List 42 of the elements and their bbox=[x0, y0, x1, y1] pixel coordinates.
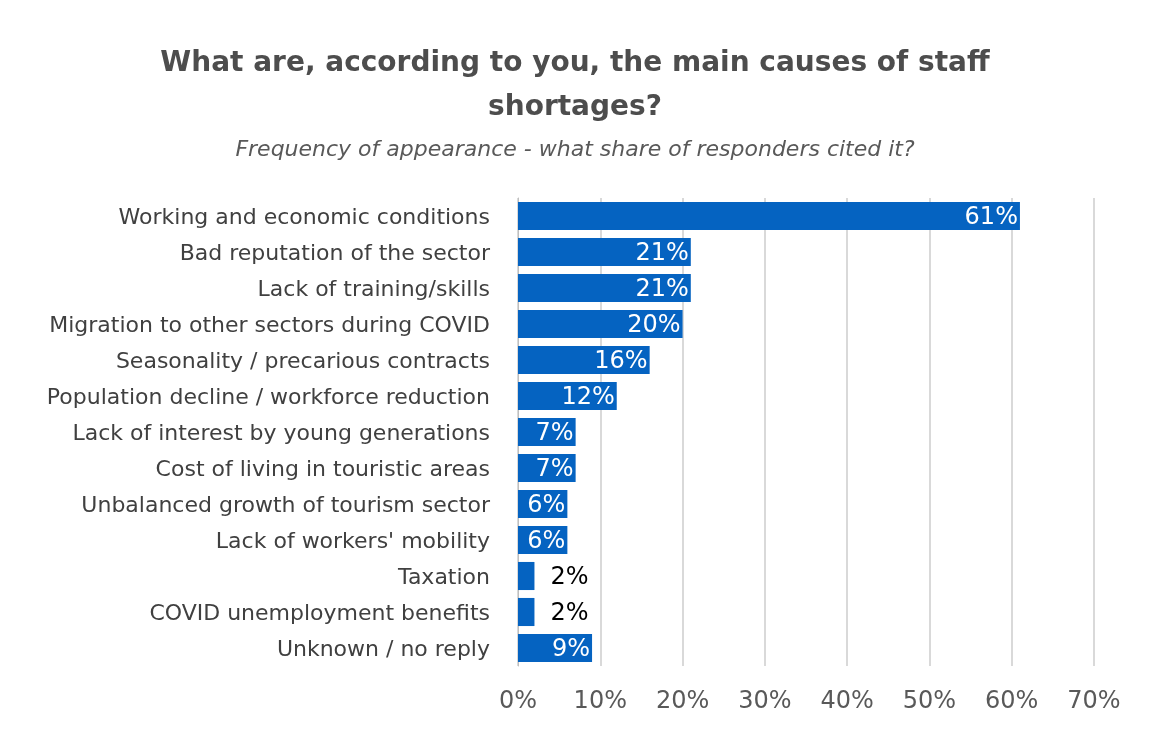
data-label: 6% bbox=[527, 490, 566, 518]
bar bbox=[518, 309, 683, 339]
y-tick-label: Population decline / workforce reduction bbox=[46, 383, 490, 409]
y-tick-label: Working and economic conditions bbox=[118, 203, 490, 229]
x-tick-label: 50% bbox=[902, 686, 957, 714]
data-label: 61% bbox=[964, 202, 1018, 230]
data-label: 16% bbox=[594, 346, 648, 374]
bar bbox=[518, 561, 535, 591]
y-tick-label: Migration to other sectors during COVID bbox=[49, 311, 490, 337]
y-tick-label: Unbalanced growth of tourism sector bbox=[81, 491, 491, 517]
chart-title: What are, according to you, the main causes of staff shortages? bbox=[160, 44, 990, 122]
data-label: 2% bbox=[550, 562, 589, 590]
y-tick-label: Bad reputation of the sector bbox=[179, 239, 491, 265]
data-label: 21% bbox=[635, 274, 689, 302]
data-label: 6% bbox=[527, 526, 566, 554]
y-tick-label: Lack of workers' mobility bbox=[215, 527, 490, 553]
x-tick-label: 0% bbox=[498, 686, 538, 714]
x-tick-label: 70% bbox=[1067, 686, 1121, 714]
y-tick-label: COVID unemployment benefits bbox=[149, 599, 490, 625]
y-tick-label: Seasonality / precarious contracts bbox=[115, 347, 490, 373]
data-label: 20% bbox=[627, 310, 681, 338]
data-label: 12% bbox=[561, 382, 615, 410]
bar bbox=[518, 237, 691, 267]
y-tick-label: Unknown / no reply bbox=[276, 635, 490, 661]
bar bbox=[518, 597, 535, 627]
y-tick-label: Lack of training/skills bbox=[257, 275, 490, 301]
x-tick-label: 10% bbox=[573, 686, 627, 714]
y-tick-label: Lack of interest by young generations bbox=[72, 419, 490, 445]
x-tick-label: 20% bbox=[655, 686, 710, 714]
data-label: 9% bbox=[551, 634, 591, 662]
bar bbox=[518, 273, 691, 303]
data-label: 2% bbox=[550, 598, 589, 626]
x-tick-label: 30% bbox=[738, 686, 792, 714]
data-label: 7% bbox=[535, 454, 574, 482]
x-tick-label: 60% bbox=[985, 686, 1039, 714]
data-label: 7% bbox=[535, 418, 574, 446]
y-tick-label: Cost of living in touristic areas bbox=[155, 455, 490, 481]
data-label: 21% bbox=[635, 238, 689, 266]
bar bbox=[518, 201, 1020, 231]
x-tick-label: 40% bbox=[820, 686, 874, 714]
chart-subtitle: Frequency of appearance - what share of responders cited it? bbox=[235, 135, 915, 161]
y-tick-label: Taxation bbox=[397, 563, 490, 589]
